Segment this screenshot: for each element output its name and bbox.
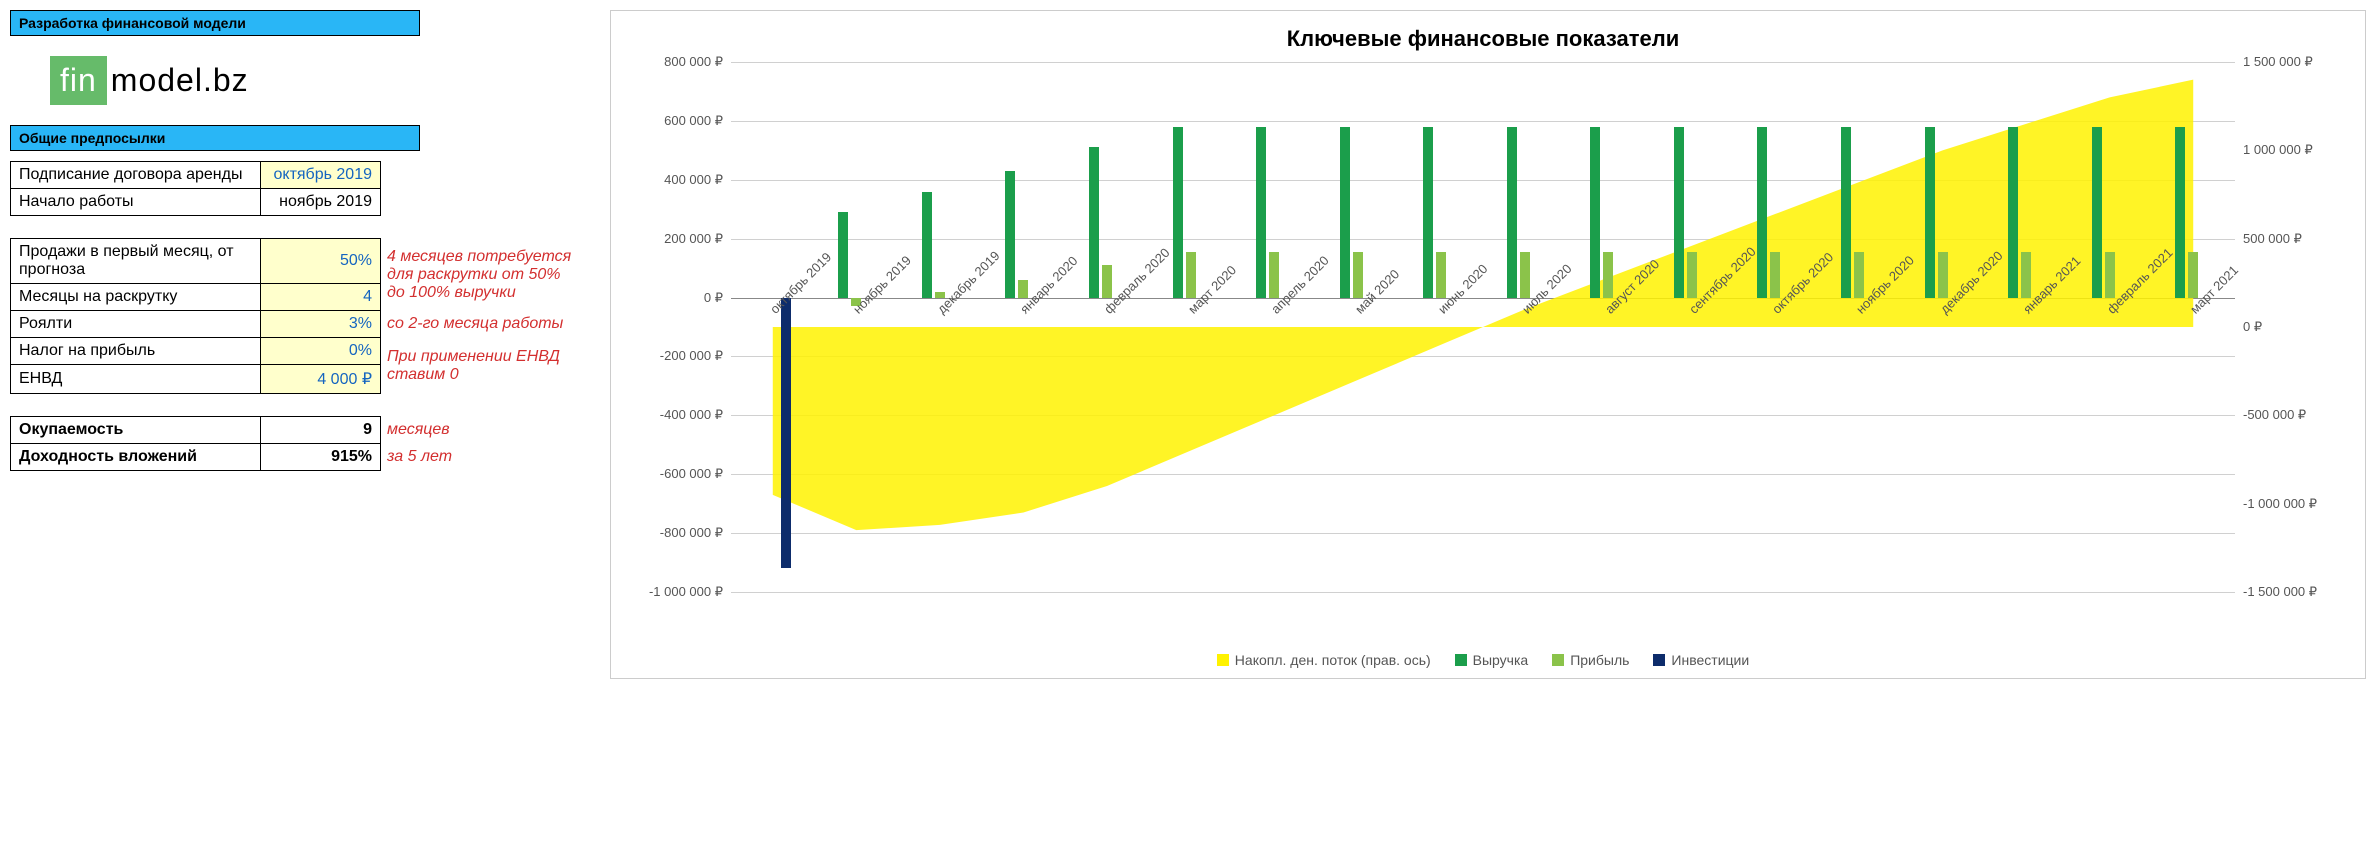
legend-label: Накопл. ден. поток (прав. ось) [1235, 652, 1431, 668]
bar-profit [1269, 252, 1279, 298]
logo-fin: fin [50, 56, 107, 105]
params-block-3: Окупаемость 9 месяцев Доходность вложени… [10, 416, 581, 471]
bar-revenue [1423, 127, 1433, 298]
bar-profit [2188, 252, 2198, 298]
bar-revenue [2008, 127, 2018, 298]
bar-profit [1186, 252, 1196, 298]
legend-swatch [1217, 654, 1229, 666]
param-note: за 5 лет [381, 444, 581, 471]
bar-profit [1854, 252, 1864, 298]
legend-label: Выручка [1473, 652, 1529, 668]
bar-revenue [2175, 127, 2185, 298]
y-left-tick-label: 800 000 ₽ [664, 54, 723, 70]
gridline [731, 592, 2235, 593]
legend-item: Накопл. ден. поток (прав. ось) [1217, 652, 1431, 668]
param-value: 915% [261, 444, 381, 471]
y-left-tick-label: 400 000 ₽ [664, 172, 723, 188]
bar-profit [1353, 252, 1363, 298]
y-right-tick-label: 0 ₽ [2243, 319, 2262, 335]
section-header: Общие предпосылки [10, 125, 420, 151]
chart-plot: -1 000 000 ₽-800 000 ₽-600 000 ₽-400 000… [731, 62, 2235, 592]
param-label: Месяцы на раскрутку [11, 284, 261, 311]
y-left-tick-label: 0 ₽ [704, 290, 723, 306]
param-label: Налог на прибыль [11, 338, 261, 365]
y-left-tick-label: -200 000 ₽ [660, 348, 723, 364]
params-block-2: Продажи в первый месяц, от прогноза 50% … [10, 238, 581, 394]
param-value: 50% [261, 239, 381, 284]
chart-legend: Накопл. ден. поток (прав. ось) Выручка При… [621, 652, 2345, 668]
legend-swatch [1653, 654, 1665, 666]
logo: fin model.bz [50, 56, 590, 105]
bar-revenue [1590, 127, 1600, 298]
bar-revenue [1089, 147, 1099, 297]
y-right-tick-label: 1 500 000 ₽ [2243, 54, 2313, 70]
bar-revenue [922, 192, 932, 298]
bar-profit [2105, 252, 2115, 298]
bar-profit [1687, 252, 1697, 298]
param-note: При применении ЕНВД ставим 0 [381, 338, 581, 394]
logo-rest: model.bz [107, 56, 253, 105]
bar-revenue [1005, 171, 1015, 298]
legend-item: Выручка [1455, 652, 1529, 668]
legend-item: Инвестиции [1653, 652, 1749, 668]
param-label: Окупаемость [11, 417, 261, 444]
bar-profit [2021, 252, 2031, 298]
y-right-tick-label: -500 000 ₽ [2243, 407, 2306, 423]
bar-revenue [1340, 127, 1350, 298]
chart-panel: Ключевые финансовые показатели -1 000 00… [610, 10, 2366, 679]
bar-revenue [1507, 127, 1517, 298]
title-header: Разработка финансовой модели [10, 10, 420, 36]
param-note: со 2-го месяца работы [381, 311, 581, 338]
param-value: 9 [261, 417, 381, 444]
legend-label: Прибыль [1570, 652, 1629, 668]
params-block-1: Подписание договора аренды октябрь 2019 … [10, 161, 581, 216]
param-value: 4 000 ₽ [261, 365, 381, 394]
legend-swatch [1552, 654, 1564, 666]
param-label: Доходность вложений [11, 444, 261, 471]
param-label: Роялти [11, 311, 261, 338]
bar-profit [1102, 265, 1112, 297]
param-value: 4 [261, 284, 381, 311]
param-value: ноябрь 2019 [261, 189, 381, 216]
param-label: Подписание договора аренды [11, 162, 261, 189]
param-value: октябрь 2019 [261, 162, 381, 189]
bar-profit [1520, 252, 1530, 298]
param-value: 3% [261, 311, 381, 338]
y-left-tick-label: -400 000 ₽ [660, 407, 723, 423]
y-right-tick-label: -1 500 000 ₽ [2243, 584, 2317, 600]
y-left-tick-label: -800 000 ₽ [660, 525, 723, 541]
y-right-tick-label: 1 000 000 ₽ [2243, 142, 2313, 158]
param-label: ЕНВД [11, 365, 261, 394]
legend-item: Прибыль [1552, 652, 1629, 668]
chart-title: Ключевые финансовые показатели [621, 26, 2345, 52]
y-right-tick-label: -1 000 000 ₽ [2243, 496, 2317, 512]
bar-revenue [1173, 127, 1183, 298]
y-right-tick-label: 500 000 ₽ [2243, 231, 2302, 247]
bar-profit [1603, 252, 1613, 298]
param-value: 0% [261, 338, 381, 365]
y-left-tick-label: 600 000 ₽ [664, 113, 723, 129]
param-note: 4 месяцев потребуется для раскрутки от 5… [381, 239, 581, 311]
bar-profit [1770, 252, 1780, 298]
bar-revenue [1674, 127, 1684, 298]
bar-revenue [1925, 127, 1935, 298]
bar-profit [1436, 252, 1446, 298]
y-left-tick-label: -600 000 ₽ [660, 466, 723, 482]
bar-revenue [1256, 127, 1266, 298]
y-left-tick-label: 200 000 ₽ [664, 231, 723, 247]
bar-investment [781, 298, 791, 569]
param-label: Продажи в первый месяц, от прогноза [11, 239, 261, 284]
left-panel: Разработка финансовой модели fin model.b… [10, 10, 590, 679]
legend-label: Инвестиции [1671, 652, 1749, 668]
bar-revenue [2092, 127, 2102, 298]
bar-profit [1938, 252, 1948, 298]
chart-area: -1 000 000 ₽ -800 000 ₽ -600 000 ₽ -400 000… [621, 62, 2345, 592]
y-left-tick-label: -1 000 000 ₽ [649, 584, 723, 600]
bar-revenue [838, 212, 848, 297]
bar-revenue [1757, 127, 1767, 298]
param-label: Начало работы [11, 189, 261, 216]
legend-swatch [1455, 654, 1467, 666]
param-note: месяцев [381, 417, 581, 444]
bar-revenue [1841, 127, 1851, 298]
